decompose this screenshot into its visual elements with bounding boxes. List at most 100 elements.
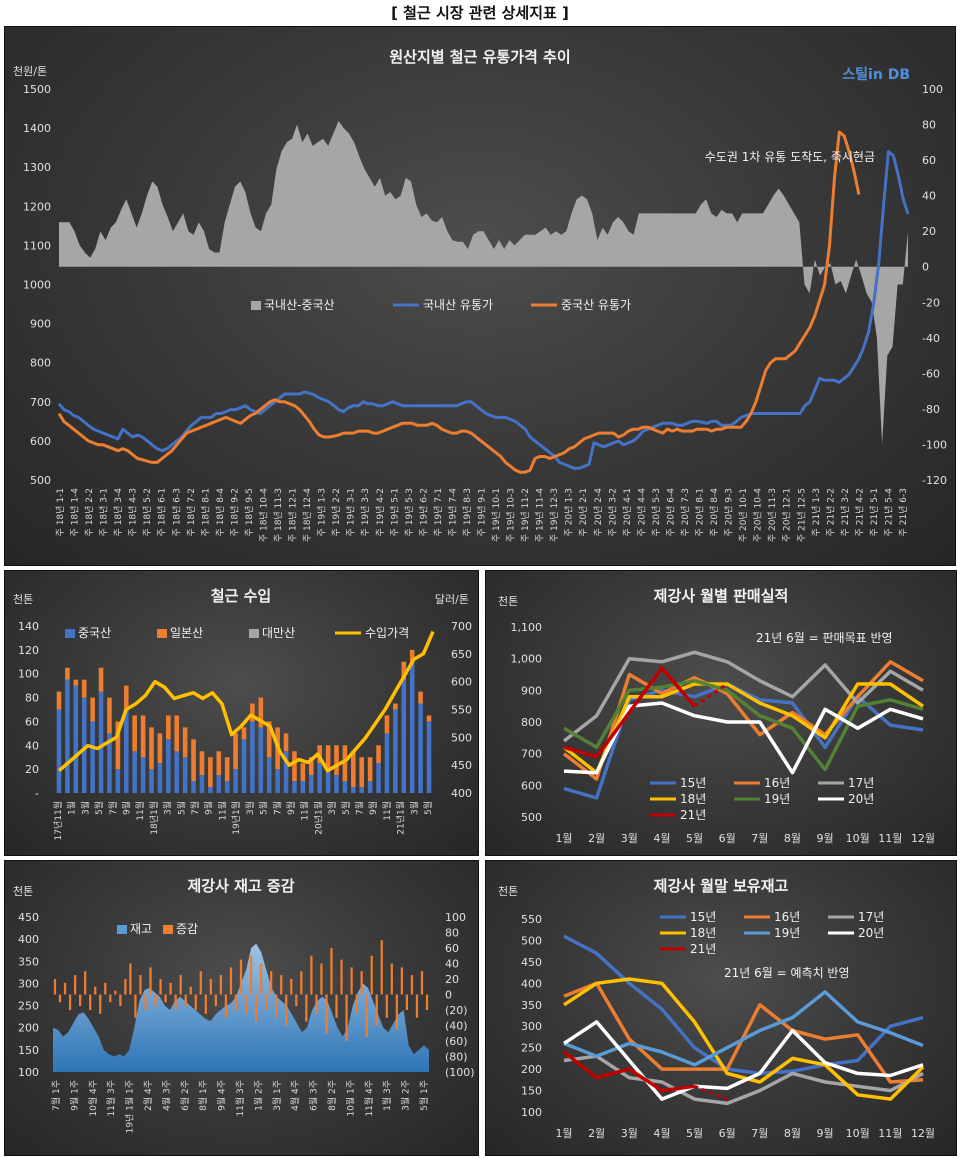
- x-tick-label: 9월: [817, 832, 834, 845]
- y-tick-label: 600: [30, 435, 51, 448]
- bar-japan: [216, 751, 222, 776]
- bar-change: [84, 971, 87, 995]
- bar-change: [420, 971, 424, 995]
- bar-japan: [376, 745, 381, 764]
- x-tick-label: 주 18년 10-4: [259, 488, 270, 542]
- x-tick-label: 주 18년 8-4: [215, 488, 226, 537]
- x-tick-label: 주 20년 2-4: [593, 488, 604, 537]
- x-tick-label: 주 20년 5-3: [651, 488, 662, 536]
- bar-china: [65, 679, 70, 793]
- bar-change: [300, 971, 303, 995]
- bar-japan: [241, 727, 247, 740]
- x-tick-label: 8월 1주: [197, 1080, 209, 1111]
- bar-change: [159, 979, 162, 995]
- bar-japan: [292, 751, 297, 782]
- bar-change: [285, 994, 288, 1026]
- legend-15년-label: 15년: [680, 776, 706, 790]
- bar-change: [134, 994, 137, 1018]
- bar-change: [154, 994, 157, 1007]
- x-tick-label: 주 18년 3-4: [113, 488, 124, 537]
- x-tick-label: 4월 3주: [160, 1080, 172, 1111]
- bar-china: [266, 757, 272, 793]
- y-tick-label: 300: [521, 1020, 542, 1033]
- x-tick-label: 3월: [621, 1127, 638, 1140]
- page-title: [ 철근 시장 관련 상세지표 ]: [391, 4, 569, 22]
- x-tick-label: 주 18년 12-4: [302, 488, 313, 542]
- bar-japan: [65, 667, 70, 680]
- bar-japan: [401, 661, 407, 680]
- x-tick-label: 주 19년 8-3: [462, 488, 473, 536]
- x-tick-label: 주 20년 4-4: [636, 488, 647, 537]
- y2-tick-label: 60: [445, 942, 459, 955]
- series-21년-line: [563, 666, 696, 759]
- bar-change: [385, 994, 388, 1018]
- x-tick-label: 1월: [66, 801, 78, 815]
- x-tick-label: 주 19년 3-1: [346, 488, 357, 536]
- y2-tick-label: (20): [445, 1004, 468, 1017]
- bar-japan: [325, 745, 331, 770]
- x-tick-label: 10월 1주: [344, 1080, 356, 1117]
- bar-change: [355, 994, 358, 1014]
- y2-tick-label: 650: [451, 648, 472, 661]
- y-tick-label: 1200: [23, 200, 51, 213]
- bar-china: [157, 763, 163, 793]
- y2-tick-label: 40: [922, 190, 936, 203]
- x-tick-label: 1월 2주: [252, 1080, 264, 1111]
- y2-tick-label: 80: [922, 119, 936, 132]
- x-tick-label: 9월 4주: [216, 1080, 228, 1111]
- x-tick-label: 4월: [653, 832, 670, 845]
- x-tick-label: 9월 1주: [68, 1080, 80, 1111]
- y-tick-label: 1,000: [511, 653, 543, 666]
- x-tick-label: 주 19년 11-2: [520, 488, 531, 542]
- x-tick-label: 7월: [751, 832, 768, 845]
- chart-title: 철근 수입: [211, 587, 271, 605]
- y-axis-unit: 천원/톤: [13, 64, 47, 78]
- bar-change: [199, 971, 202, 995]
- x-tick-label: 5월 1주: [418, 1080, 430, 1111]
- series-import-price-line: [57, 630, 435, 773]
- bar-change: [109, 994, 112, 1003]
- x-tick-label: 주 20년 12-1: [782, 488, 793, 542]
- y2-tick-label: 0: [445, 989, 452, 1002]
- legend-inventory-label: 재고: [130, 922, 152, 936]
- y-tick-label: 500: [521, 934, 542, 947]
- y-tick-label: 900: [521, 684, 542, 697]
- x-tick-label: 주 21년 1-3: [811, 488, 822, 536]
- monthly-sales-chart: 제강사 월별 판매실적 천톤 1,100 1,000 900 800 700 600 500 1월…: [498, 587, 935, 845]
- x-tick-label: 11월: [299, 801, 311, 821]
- legend-15년-label: 15년: [690, 910, 716, 924]
- bar-change: [189, 986, 192, 995]
- series-17년-line: [562, 650, 924, 743]
- bar-change: [94, 986, 97, 995]
- bar-japan: [81, 679, 87, 698]
- bar-change: [219, 975, 223, 995]
- bar-change: [179, 975, 182, 995]
- bar-change: [194, 994, 197, 1010]
- legend-import-price-label: 수입가격: [365, 626, 409, 640]
- y2-tick-label: (60): [445, 1035, 468, 1048]
- x-tick-label: 11월: [381, 801, 393, 821]
- x-tick-label: 5월: [340, 801, 352, 815]
- y2-tick-label: 700: [451, 620, 472, 633]
- y-tick-label: 100: [18, 1066, 39, 1079]
- bar-japan: [149, 727, 154, 770]
- legend-19년-label: 19년: [764, 792, 790, 806]
- bar-china: [149, 769, 154, 793]
- x-tick-label: 1월: [555, 1127, 572, 1140]
- series-inventory-area: [53, 943, 429, 1072]
- x-tick-label: 3월: [162, 801, 174, 815]
- bar-china: [334, 775, 339, 793]
- bar-japan: [191, 739, 196, 782]
- y-tick-label: -: [35, 787, 39, 800]
- chart-note: 수도권 1차 유통 도착도, 즉시현금: [705, 150, 875, 164]
- bar-china: [359, 787, 365, 793]
- bar-change: [144, 994, 147, 1010]
- y-tick-label: 1100: [23, 239, 51, 252]
- legend-21년-label: 21년: [680, 808, 706, 822]
- bar-china: [376, 763, 381, 793]
- y-axis-unit: 천톤: [13, 884, 33, 898]
- x-tick-label: 주 20년 4-1: [622, 488, 633, 536]
- x-tick-label: 12월: [911, 1127, 935, 1140]
- legend-diff-label: 국내산-중국산: [264, 298, 335, 312]
- legend-21년-label: 21년: [690, 942, 716, 956]
